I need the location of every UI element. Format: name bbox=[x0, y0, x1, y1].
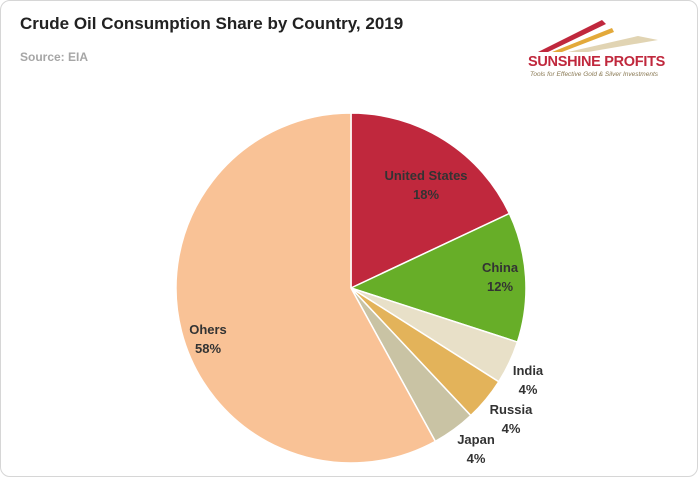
slice-value-india: 4% bbox=[519, 382, 538, 397]
chart-title: Crude Oil Consumption Share by Country, … bbox=[20, 14, 404, 33]
slice-label-india: India bbox=[513, 363, 544, 378]
slice-value-japan: 4% bbox=[467, 451, 486, 466]
slice-label-ohers: Ohers bbox=[189, 322, 227, 337]
pie-slice-china bbox=[348, 212, 527, 344]
slice-label-united-states: United States bbox=[384, 168, 467, 183]
slice-value-ohers: 58% bbox=[195, 341, 221, 356]
chart-subtitle: Source: EIA bbox=[20, 50, 89, 64]
logo-tagline: Tools for Effective Gold & Silver Invest… bbox=[530, 71, 659, 78]
logo-swoosh-icon bbox=[538, 20, 658, 52]
slice-value-united-states: 18% bbox=[413, 187, 439, 202]
sunshine-profits-logo: SUNSHINE PROFITS Tools for Effective Gol… bbox=[528, 18, 678, 88]
slice-value-russia: 4% bbox=[502, 421, 521, 436]
logo-name: SUNSHINE PROFITS bbox=[528, 54, 665, 70]
slice-label-china: China bbox=[482, 260, 519, 275]
pie-slice-united-states bbox=[350, 112, 511, 290]
slice-value-china: 12% bbox=[487, 279, 513, 294]
slice-label-russia: Russia bbox=[490, 402, 533, 417]
slice-label-japan: Japan bbox=[457, 432, 495, 447]
pie-slice-ohers bbox=[175, 112, 437, 464]
